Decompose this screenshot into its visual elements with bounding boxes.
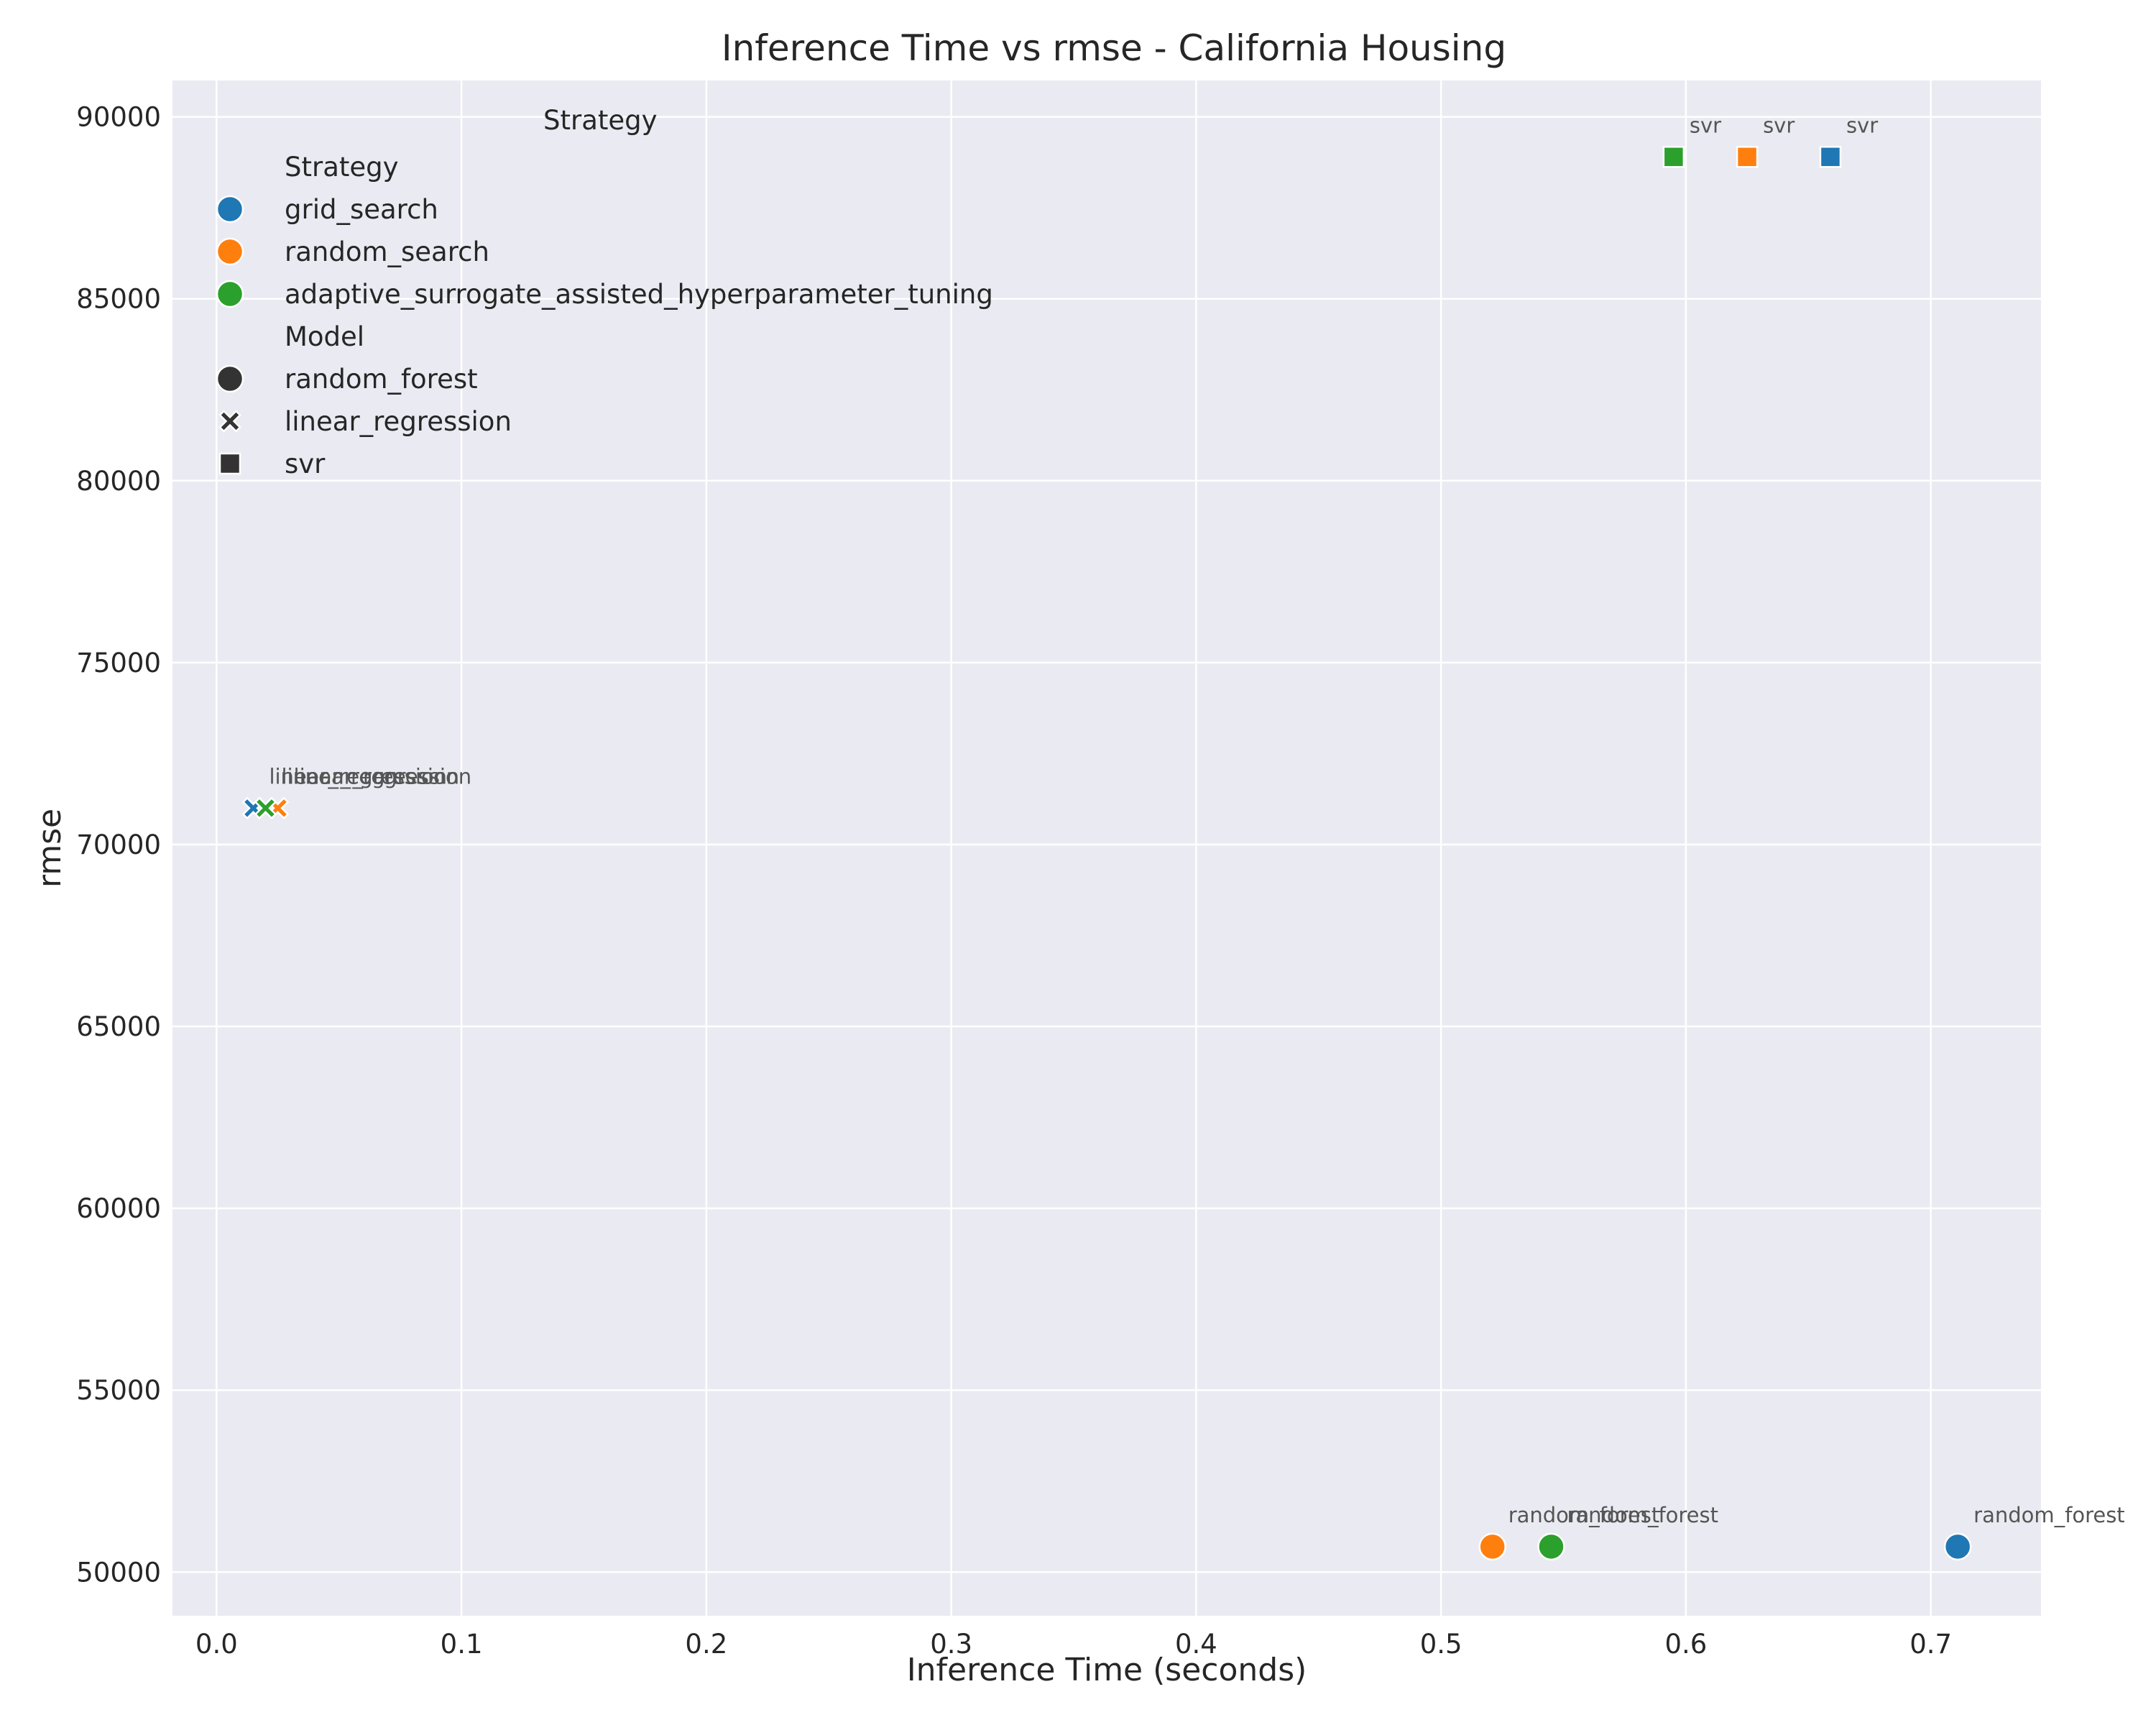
data-point-random_forest [1537, 1532, 1565, 1561]
point-labels: random_forestrandom_forestrandom_forestl… [269, 113, 2124, 1527]
legend-stray-title: Strategy [543, 105, 658, 136]
data-points [241, 146, 1972, 1561]
y-tick-label: 70000 [76, 829, 161, 860]
data-point-linear_regression [254, 796, 277, 820]
plot-area [172, 80, 2041, 1616]
point-label: random_forest [1973, 1503, 2125, 1527]
y-tick-label: 80000 [76, 466, 161, 497]
y-tick-label: 55000 [76, 1375, 161, 1406]
x-tick-label: 0.3 [930, 1629, 972, 1660]
legend-marker-svr [218, 452, 241, 475]
legend-marker-random_forest [216, 364, 244, 393]
legend-swatch-random_search [216, 237, 244, 266]
legend-marker-linear_regression [218, 410, 241, 433]
x-tick-label: 0.7 [1909, 1629, 1952, 1660]
point-label: svr [1763, 113, 1795, 137]
legend-strategy-title: Strategy [285, 152, 399, 183]
grid-lines [172, 80, 2041, 1616]
point-label: linear_regression [269, 764, 447, 788]
legend: Strategy grid_search random_search adaptive… [216, 152, 993, 479]
point-label: linear_regression [281, 764, 459, 788]
data-point-svr [1819, 146, 1842, 168]
point-label: linear_regression [294, 764, 472, 788]
chart-title: Inference Time vs rmse - California Hous… [722, 27, 1506, 69]
x-tick-label: 0.5 [1420, 1629, 1462, 1660]
y-tick-label: 85000 [76, 284, 161, 315]
y-tick-label: 65000 [76, 1011, 161, 1042]
legend-model-title: Model [285, 321, 364, 352]
y-tick-label: 75000 [76, 648, 161, 678]
x-tick-label: 0.2 [685, 1629, 727, 1660]
point-label: svr [1846, 113, 1878, 137]
data-point-random_forest [1478, 1532, 1506, 1561]
legend-item-label: svr [285, 448, 326, 479]
legend-item-label: random_search [285, 236, 489, 267]
legend-swatch-adaptive_surrogate_assisted_hyperparameter_tuning [216, 280, 244, 308]
x-axis-ticks: 0.0 0.1 0.2 0.3 0.4 0.5 0.6 0.7 [195, 1629, 1952, 1660]
x-tick-label: 0.0 [195, 1629, 238, 1660]
legend-item-label: linear_regression [285, 406, 512, 437]
legend-item-label: adaptive_surrogate_assisted_hyperparamet… [285, 279, 993, 310]
y-axis-ticks: 50000 55000 60000 65000 70000 75000 80000 85000… [76, 102, 161, 1588]
data-point-svr [1662, 146, 1685, 168]
y-tick-label: 60000 [76, 1193, 161, 1224]
y-tick-label: 90000 [76, 102, 161, 133]
point-label: random_forest [1567, 1503, 1718, 1527]
x-axis-label: Inference Time (seconds) [907, 1652, 1307, 1688]
x-tick-label: 0.6 [1664, 1629, 1707, 1660]
point-label: svr [1690, 113, 1721, 137]
x-tick-label: 0.4 [1175, 1629, 1217, 1660]
point-label: random_forest [1508, 1503, 1660, 1527]
legend-swatch-grid_search [216, 195, 244, 224]
legend-item-label: random_forest [285, 364, 478, 395]
legend-item-label: grid_search [285, 194, 438, 225]
data-point-random_forest [1943, 1532, 1972, 1561]
y-axis-label: rmse [32, 809, 68, 888]
x-tick-label: 0.1 [441, 1629, 483, 1660]
data-point-svr [1736, 146, 1759, 168]
y-tick-label: 50000 [76, 1557, 161, 1588]
